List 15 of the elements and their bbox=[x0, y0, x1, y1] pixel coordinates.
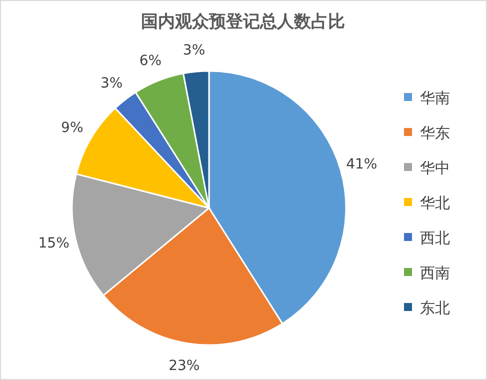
legend-label: 华中 bbox=[420, 159, 450, 177]
legend-label: 西北 bbox=[420, 229, 450, 247]
legend-label: 华东 bbox=[420, 124, 450, 142]
legend-label: 华北 bbox=[420, 194, 450, 212]
data-label: 3% bbox=[182, 42, 206, 59]
data-label: 6% bbox=[139, 53, 162, 70]
data-label: 41% bbox=[346, 156, 378, 173]
legend-label: 东北 bbox=[420, 299, 450, 317]
legend-label: 西南 bbox=[420, 264, 450, 282]
data-label: 15% bbox=[38, 236, 70, 252]
legend-label: 华南 bbox=[420, 89, 450, 107]
data-label: 23% bbox=[168, 358, 200, 374]
chart-title: 国内观众预登记总人数占比 bbox=[141, 12, 345, 32]
data-label: 3% bbox=[100, 75, 123, 92]
data-label: 9% bbox=[61, 120, 84, 136]
